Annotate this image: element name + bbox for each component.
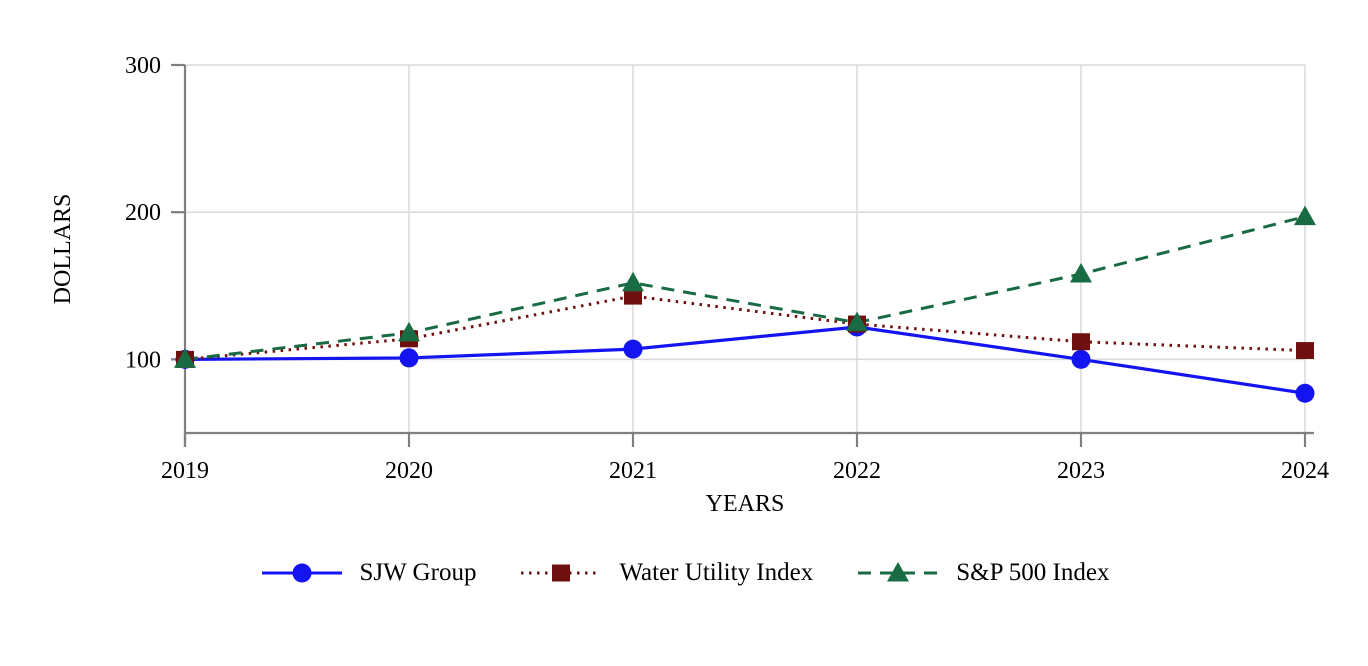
marker-triangle-s-p-500-index-2021: [622, 271, 644, 292]
marker-triangle-s-p-500-index-2024: [1294, 205, 1316, 226]
series-line-s-p-500-index: [184, 215, 1306, 361]
marker-circle-sjw-group-2023: [1071, 349, 1091, 369]
axis-text: 100 200 300 2019 2020 2021 2022 2023 2024 DOLLARS…: [50, 53, 1329, 517]
x-tick-label-2022: 2022: [833, 458, 881, 484]
y-tick-label-300: 300: [125, 53, 161, 79]
legend-marker-square: [552, 564, 571, 582]
marker-square-water-utility-index-2021: [624, 287, 642, 305]
legend-item-water-utility-index: Water Utility Index: [518, 558, 813, 588]
marker-triangle-s-p-500-index-2020: [398, 321, 420, 342]
marker-triangle-s-p-500-index-2019: [174, 348, 196, 368]
marker-square-water-utility-index-2024: [1296, 342, 1314, 360]
legend-triangle-sample: [858, 562, 939, 582]
marker-square-water-utility-index-2023: [1072, 333, 1090, 351]
y-axis-title: DOLLARS: [50, 194, 76, 305]
chart-legend: SJW Group Water Utility Index S&P 500 Inde…: [0, 558, 1368, 588]
marker-circle-sjw-group-2021: [623, 339, 643, 359]
legend-marker-circle: [292, 563, 312, 583]
marker-circle-sjw-group-2020: [399, 348, 419, 368]
series-line-water-utility-index: [184, 294, 1306, 361]
legend-label-sjw-group: SJW Group: [359, 559, 477, 586]
legend-item-sjw-group: SJW Group: [259, 558, 477, 588]
legend-circle-sample: [261, 563, 342, 583]
y-tick-label-100: 100: [125, 347, 161, 373]
y-tick-label-200: 200: [125, 200, 161, 226]
marker-triangle-s-p-500-index-2023: [1070, 263, 1092, 283]
x-tick-label-2020: 2020: [385, 458, 433, 484]
gridlines: [185, 64, 1306, 433]
x-axis-title: YEARS: [706, 491, 785, 517]
x-tick-label-2023: 2023: [1057, 458, 1105, 484]
x-tick-label-2021: 2021: [609, 458, 657, 484]
x-tick-label-2024: 2024: [1281, 458, 1329, 484]
series-line-sjw-group: [184, 325, 1306, 395]
axes: [171, 63, 1314, 447]
x-tick-label-2019: 2019: [161, 458, 209, 484]
marker-circle-sjw-group-2024: [1295, 383, 1315, 403]
legend-square-sample: [521, 564, 602, 582]
legend-item-s-p-500-index: S&P 500 Index: [855, 558, 1109, 588]
marker-triangle-s-p-500-index-2022: [846, 311, 868, 332]
legend-label-water-utility-index: Water Utility Index: [619, 559, 814, 586]
line-chart-canvas: 100 200 300 2019 2020 2021 2022 2023 2024 DOLLARS…: [50, 53, 1329, 517]
legend-marker-triangle: [887, 562, 910, 582]
legend-label-s-p-500-index: S&P 500 Index: [956, 559, 1110, 586]
